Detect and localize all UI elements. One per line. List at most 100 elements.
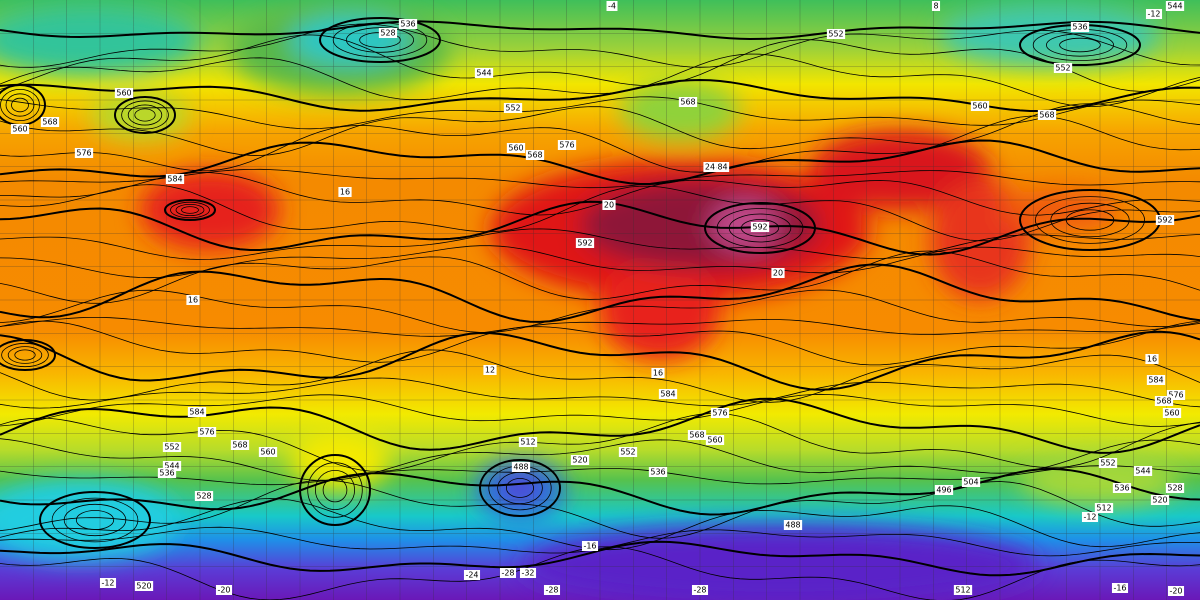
- contour-line: [14, 349, 36, 361]
- contour-label: 488: [785, 521, 800, 530]
- label-box: [10, 124, 30, 134]
- contour-line: [505, 478, 534, 498]
- label-box: [134, 581, 154, 591]
- temperature-anomalies: [0, 5, 1180, 600]
- height-contours: [0, 17, 1200, 600]
- label-box: [1145, 354, 1159, 364]
- contour-label-group: -12: [99, 578, 117, 588]
- contour-label-group: 560: [970, 101, 990, 111]
- contour-line: [0, 103, 1200, 156]
- contour-label-group: 552: [1053, 63, 1073, 73]
- contour-line: [0, 377, 1200, 409]
- label-box: [931, 1, 941, 11]
- contour-label: 16: [653, 369, 663, 378]
- label-box: [186, 295, 200, 305]
- label-box: [157, 468, 177, 478]
- contour-label: 560: [707, 436, 722, 445]
- contour-label: 488: [513, 463, 528, 472]
- contour-label-group: 576: [710, 408, 730, 418]
- contour-label-group: 528: [194, 491, 214, 501]
- label-box: [602, 200, 616, 210]
- label-box: [1111, 583, 1129, 593]
- contour-line: [170, 201, 210, 219]
- contour-label-group: 560: [258, 447, 278, 457]
- contour-line: [0, 96, 1200, 130]
- contour-label-group: 24: [703, 162, 717, 172]
- label-box: [934, 485, 954, 495]
- contour-label-group: 512: [953, 585, 973, 595]
- contour-label-group: 544: [1133, 466, 1153, 476]
- contour-label: 16: [340, 188, 350, 197]
- contour-line: [322, 477, 348, 503]
- label-box: [771, 268, 785, 278]
- contour-label-group: -20: [1167, 586, 1185, 596]
- contour-line: [0, 184, 1200, 242]
- contour-line: [0, 263, 1200, 323]
- label-box: [463, 570, 481, 580]
- label-box: [1094, 503, 1114, 513]
- contour-line: [0, 540, 1200, 577]
- label-box: [519, 568, 537, 578]
- contour-label: 544: [164, 462, 179, 471]
- contour-label: 8: [933, 2, 938, 11]
- contour-label: 568: [42, 118, 57, 127]
- label-box: [525, 150, 545, 160]
- contour-label-group: 576: [557, 140, 577, 150]
- contour-label-group: 520: [570, 455, 590, 465]
- contour-line: [332, 22, 428, 58]
- label-box: [750, 222, 770, 232]
- contour-label: -28: [693, 586, 706, 595]
- contour-label-group: 528: [1165, 483, 1185, 493]
- contour-line: [0, 78, 1200, 112]
- label-box: [1133, 466, 1153, 476]
- contour-label-group: -24: [463, 570, 481, 580]
- contour-line: [319, 17, 441, 63]
- label-box: [961, 477, 981, 487]
- contour-line: [0, 20, 1200, 41]
- contour-label: 568: [527, 151, 542, 160]
- contour-label-group: 488: [783, 520, 803, 530]
- label-box: [378, 28, 398, 38]
- contour-label-group: 568: [1037, 110, 1057, 120]
- label-box: [1162, 408, 1182, 418]
- contour-label: 536: [1072, 23, 1087, 32]
- label-box: [1112, 483, 1132, 493]
- contour-label: 528: [196, 492, 211, 501]
- contour-label: 20: [604, 201, 614, 210]
- contour-label: 512: [520, 438, 535, 447]
- label-box: [1154, 396, 1174, 406]
- contour-line: [0, 168, 1200, 189]
- contour-label-group: 584: [710, 162, 730, 172]
- contour-label: 584: [660, 390, 675, 399]
- contour-line: [1, 342, 49, 368]
- label-box: [570, 455, 590, 465]
- contour-label-group: 592: [575, 238, 595, 248]
- contour-label-group: 16: [1145, 354, 1159, 364]
- label-box: [338, 187, 352, 197]
- contour-line: [497, 471, 543, 505]
- contour-line: [134, 108, 156, 122]
- contour-label: -28: [501, 569, 514, 578]
- label-box: [1167, 586, 1185, 596]
- contour-label: 584: [189, 408, 204, 417]
- contour-line: [728, 213, 792, 243]
- contour-label: 568: [680, 98, 695, 107]
- label-box: [581, 541, 599, 551]
- contour-label-group: -32: [519, 568, 537, 578]
- contour-label-group: 544: [162, 461, 182, 471]
- label-box: [1150, 495, 1170, 505]
- label-box: [197, 427, 217, 437]
- contour-label-group: 560: [506, 143, 526, 153]
- contour-line: [1035, 196, 1146, 244]
- contour-label: 12: [485, 366, 495, 375]
- contour-label-group: 544: [474, 68, 494, 78]
- label-box: [710, 408, 730, 418]
- label-box: [1155, 215, 1175, 225]
- contour-label: 592: [1157, 216, 1172, 225]
- label-box: [543, 585, 561, 595]
- label-box: [1037, 110, 1057, 120]
- label-box: [970, 101, 990, 111]
- label-box: [651, 368, 665, 378]
- contour-label-group: 584: [658, 389, 678, 399]
